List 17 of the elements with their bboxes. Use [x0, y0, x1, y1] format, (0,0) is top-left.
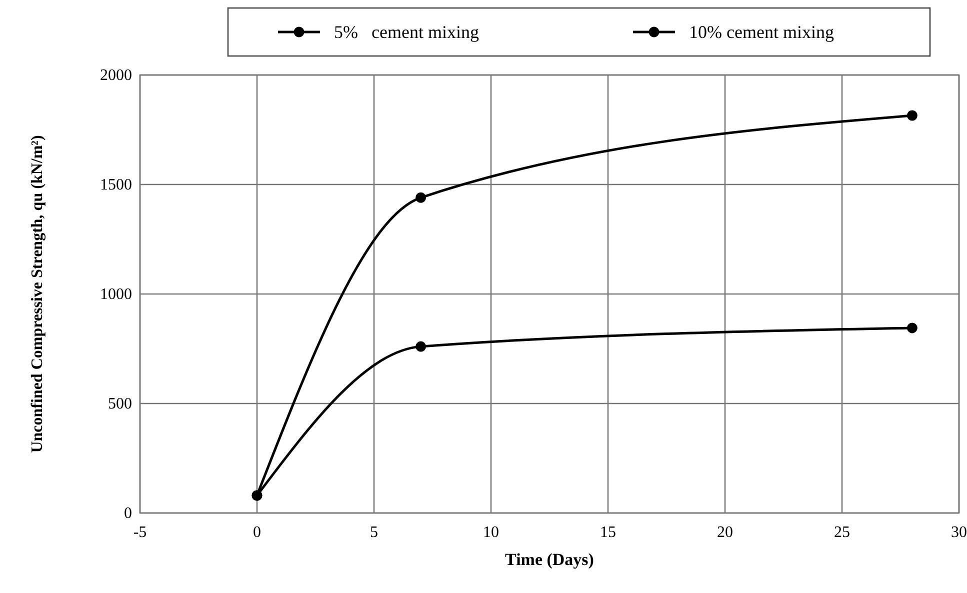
- y-tick-label: 2000: [100, 67, 132, 84]
- x-tick-label: 30: [951, 524, 967, 541]
- y-tick-label: 500: [108, 396, 132, 412]
- y-tick-label: 0: [124, 505, 132, 522]
- x-tick-label: -5: [133, 524, 147, 541]
- y-tick-label: 1000: [100, 286, 132, 303]
- legend-label: 10% cement mixing: [689, 22, 834, 42]
- x-tick-label: 15: [600, 524, 616, 541]
- legend-label: 5% cement mixing: [334, 22, 479, 42]
- x-tick-label: 10: [483, 524, 499, 541]
- x-tick-label: 25: [834, 524, 850, 541]
- x-tick-label: 20: [717, 524, 733, 541]
- x-axis-title: Time (Days): [505, 550, 594, 569]
- y-axis-title: Unconfined Compressive Strength, qu (kN/m²): [29, 135, 46, 453]
- x-tick-label: 0: [253, 524, 261, 541]
- y-tick-label: 1500: [100, 176, 132, 194]
- x-tick-label: 5: [370, 524, 378, 541]
